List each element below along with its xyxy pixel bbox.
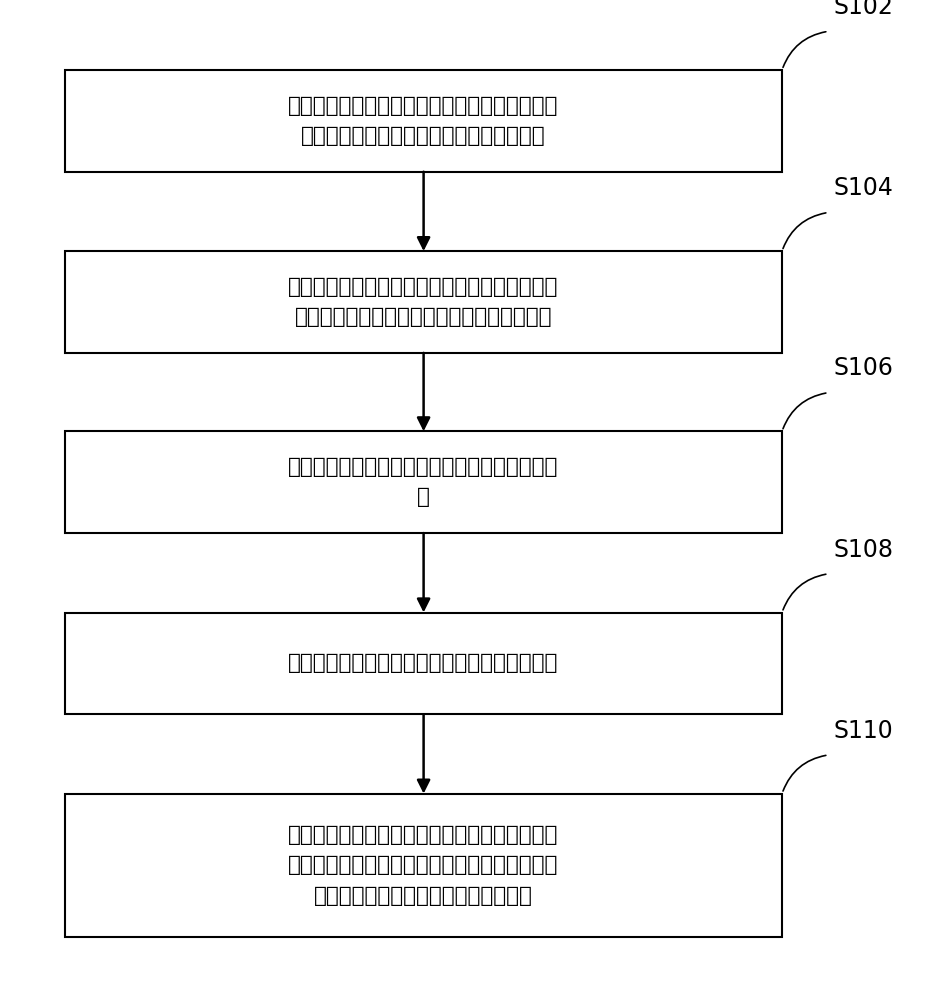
FancyBboxPatch shape bbox=[65, 70, 782, 172]
Text: S108: S108 bbox=[833, 538, 893, 562]
Text: 判断发动机允许停机时间是否大于发动机特征时
间: 判断发动机允许停机时间是否大于发动机特征时 间 bbox=[289, 457, 559, 507]
Text: 根据冷却液温度参数和进气温度参数计算发动机
当前的发动机允许停机时间和发动机特征时间: 根据冷却液温度参数和进气温度参数计算发动机 当前的发动机允许停机时间和发动机特征… bbox=[289, 277, 559, 327]
FancyArrowPatch shape bbox=[783, 213, 826, 249]
FancyBboxPatch shape bbox=[65, 251, 782, 353]
FancyArrowPatch shape bbox=[783, 393, 826, 429]
FancyArrowPatch shape bbox=[783, 755, 826, 791]
Text: 发动机停机后，当接收到允许启动信息时，向新
型燃料供给系统发送控制信号，触发新型燃料供
给系统在发动机的启动过程中提供动力: 发动机停机后，当接收到允许启动信息时，向新 型燃料供给系统发送控制信号，触发新型… bbox=[289, 825, 559, 906]
FancyArrowPatch shape bbox=[783, 32, 826, 67]
FancyArrowPatch shape bbox=[783, 574, 826, 610]
Text: 如果是，通过新型燃料供给系统触发发动机停机: 如果是，通过新型燃料供给系统触发发动机停机 bbox=[289, 653, 559, 673]
Text: 当监测到车辆对发动机发出停机信号时，获取当
前发动机的冷却液温度参数和进气温度参数: 当监测到车辆对发动机发出停机信号时，获取当 前发动机的冷却液温度参数和进气温度参… bbox=[289, 96, 559, 146]
FancyBboxPatch shape bbox=[65, 431, 782, 533]
Text: S104: S104 bbox=[833, 176, 893, 200]
FancyBboxPatch shape bbox=[65, 794, 782, 937]
Text: S106: S106 bbox=[833, 356, 893, 380]
Text: S110: S110 bbox=[833, 719, 893, 743]
Text: S102: S102 bbox=[833, 0, 893, 19]
FancyBboxPatch shape bbox=[65, 612, 782, 714]
